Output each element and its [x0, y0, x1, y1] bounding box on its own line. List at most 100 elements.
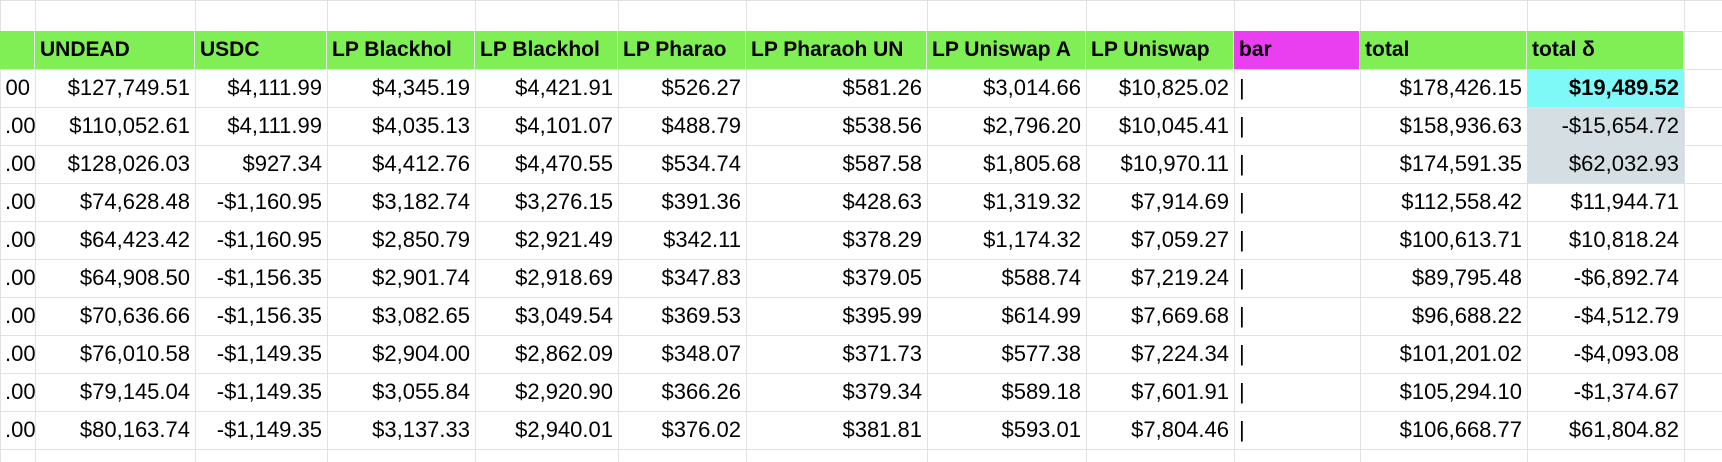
cell-lp-uniswap-a[interactable]: $1,805.68	[983, 151, 1081, 176]
cell-lp-pharaoh-1[interactable]: $391.36	[661, 189, 741, 214]
cell-lp-blackhole-2[interactable]: $3,276.15	[515, 189, 613, 214]
cell-rowstub[interactable]: .00	[5, 113, 35, 138]
cell-lp-uniswap-a[interactable]: $1,319.32	[983, 189, 1081, 214]
cell-rowstub[interactable]: .00	[5, 303, 35, 328]
cell-total-delta[interactable]: -$4,512.79	[1573, 303, 1679, 328]
cell-lp-uniswap[interactable]: $7,059.27	[1131, 227, 1229, 252]
cell-lp-blackhole-2[interactable]: $2,862.09	[515, 341, 613, 366]
cell-partial-row[interactable]	[618, 449, 746, 462]
cell-lp-pharaoh-1[interactable]: $369.53	[661, 303, 741, 328]
cell-usdc[interactable]: -$1,149.35	[216, 417, 322, 442]
cell-total[interactable]: $101,201.02	[1399, 341, 1522, 366]
cell-total[interactable]: $100,613.71	[1399, 227, 1522, 252]
cell-lp-blackhole-1[interactable]: $3,082.65	[372, 303, 470, 328]
cell-lp-pharaoh-1[interactable]: $348.07	[661, 341, 741, 366]
cell-undead[interactable]: $70,636.66	[79, 303, 190, 328]
cell-total-delta[interactable]: $19,489.52	[1527, 69, 1684, 107]
cell-lp-uniswap[interactable]: $7,224.34	[1131, 341, 1229, 366]
cell-lp-blackhole-2[interactable]: $2,921.49	[515, 227, 613, 252]
cell-lp-uniswap-a[interactable]: $577.38	[1001, 341, 1081, 366]
cell-lp-pharaoh-un[interactable]: $379.34	[842, 379, 922, 404]
cell-total-delta[interactable]: -$4,093.08	[1573, 341, 1679, 366]
cell-rowstub[interactable]: 00	[5, 75, 30, 100]
header-cell-lp-blackhole-2[interactable]: LP Blackhol	[475, 31, 618, 69]
cell-bar[interactable]: |	[1239, 189, 1245, 214]
cell-total-delta[interactable]: $10,818.24	[1568, 227, 1679, 252]
cell-bar[interactable]: |	[1239, 303, 1245, 328]
cell-lp-blackhole-1[interactable]: $4,412.76	[372, 151, 470, 176]
cell-lp-uniswap[interactable]: $7,601.91	[1131, 379, 1229, 404]
cell-lp-pharaoh-1[interactable]: $534.74	[661, 151, 741, 176]
cell-rowstub[interactable]: .00	[5, 417, 35, 442]
cell-partial-row[interactable]	[0, 449, 35, 462]
cell-lp-uniswap[interactable]: $10,045.41	[1118, 113, 1229, 138]
cell-lp-pharaoh-1[interactable]: $488.79	[661, 113, 741, 138]
cell-partial-row[interactable]	[195, 449, 327, 462]
cell-lp-uniswap[interactable]: $10,825.02	[1118, 75, 1229, 100]
cell-lp-uniswap-a[interactable]: $1,174.32	[983, 227, 1081, 252]
cell-bar[interactable]: |	[1239, 341, 1245, 366]
cell-total-delta[interactable]: -$6,892.74	[1573, 265, 1679, 290]
cell-lp-blackhole-1[interactable]: $3,137.33	[372, 417, 470, 442]
cell-lp-blackhole-2[interactable]: $4,470.55	[515, 151, 613, 176]
cell-lp-uniswap-a[interactable]: $588.74	[1001, 265, 1081, 290]
cell-total[interactable]: $112,558.42	[1401, 189, 1522, 214]
cell-partial-row[interactable]	[927, 449, 1086, 462]
cell-lp-uniswap[interactable]: $7,804.46	[1131, 417, 1229, 442]
cell-usdc[interactable]: -$1,156.35	[216, 303, 322, 328]
cell-undead[interactable]: $74,628.48	[79, 189, 190, 214]
cell-partial-row[interactable]	[1234, 449, 1360, 462]
cell-total-delta[interactable]: $62,032.93	[1527, 145, 1684, 183]
cell-bar[interactable]: |	[1239, 151, 1245, 176]
cell-usdc[interactable]: -$1,149.35	[216, 341, 322, 366]
cell-usdc[interactable]: -$1,149.35	[216, 379, 322, 404]
cell-undead[interactable]: $80,163.74	[79, 417, 190, 442]
cell-partial-row[interactable]	[746, 449, 927, 462]
cell-rowstub[interactable]: .00	[5, 341, 35, 366]
cell-usdc[interactable]: $4,111.99	[227, 75, 322, 100]
cell-total[interactable]: $178,426.15	[1399, 75, 1522, 100]
cell-usdc[interactable]: $4,111.99	[227, 113, 322, 138]
cell-lp-blackhole-1[interactable]: $4,035.13	[372, 113, 470, 138]
cell-lp-blackhole-1[interactable]: $2,904.00	[372, 341, 470, 366]
header-cell-usdc[interactable]: USDC	[195, 31, 327, 69]
cell-usdc[interactable]: -$1,156.35	[216, 265, 322, 290]
cell-total-delta[interactable]: $61,804.82	[1568, 417, 1679, 442]
cell-lp-uniswap-a[interactable]: $2,796.20	[983, 113, 1081, 138]
cell-total[interactable]: $96,688.22	[1411, 303, 1522, 328]
cell-undead[interactable]: $76,010.58	[79, 341, 190, 366]
cell-lp-uniswap[interactable]: $7,669.68	[1131, 303, 1229, 328]
cell-lp-uniswap-a[interactable]: $3,014.66	[983, 75, 1081, 100]
cell-rowstub[interactable]: .00	[5, 227, 35, 252]
cell-bar[interactable]: |	[1239, 417, 1245, 442]
cell-rowstub[interactable]: .00	[5, 189, 35, 214]
cell-rowstub[interactable]: .00	[5, 379, 35, 404]
cell-total-delta[interactable]: -$1,374.67	[1573, 379, 1679, 404]
cell-total-delta[interactable]: -$15,654.72	[1527, 107, 1684, 145]
cell-lp-blackhole-1[interactable]: $2,901.74	[372, 265, 470, 290]
cell-lp-pharaoh-un[interactable]: $538.56	[842, 113, 922, 138]
header-cell-bar[interactable]: bar	[1234, 31, 1360, 69]
cell-partial-row[interactable]	[1086, 449, 1234, 462]
cell-lp-pharaoh-un[interactable]: $581.26	[842, 75, 922, 100]
header-cell-lp-uniswap[interactable]: LP Uniswap	[1086, 31, 1234, 69]
cell-lp-pharaoh-1[interactable]: $366.26	[661, 379, 741, 404]
cell-lp-pharaoh-un[interactable]: $371.73	[842, 341, 922, 366]
cell-partial-row[interactable]	[1360, 449, 1527, 462]
cell-total[interactable]: $174,591.35	[1399, 151, 1522, 176]
cell-lp-pharaoh-un[interactable]: $381.81	[842, 417, 922, 442]
cell-lp-blackhole-2[interactable]: $3,049.54	[515, 303, 613, 328]
cell-partial-row[interactable]	[327, 449, 475, 462]
cell-lp-blackhole-2[interactable]: $2,920.90	[515, 379, 613, 404]
cell-lp-blackhole-1[interactable]: $3,182.74	[372, 189, 470, 214]
cell-lp-blackhole-2[interactable]: $4,421.91	[515, 75, 613, 100]
header-cell-lp-pharaoh-un[interactable]: LP Pharaoh UN	[746, 31, 927, 69]
cell-undead[interactable]: $79,145.04	[79, 379, 190, 404]
header-cell-lp-uniswap-a[interactable]: LP Uniswap A	[927, 31, 1086, 69]
cell-bar[interactable]: |	[1239, 379, 1245, 404]
cell-lp-uniswap-a[interactable]: $589.18	[1001, 379, 1081, 404]
cell-lp-blackhole-1[interactable]: $2,850.79	[372, 227, 470, 252]
cell-total[interactable]: $89,795.48	[1411, 265, 1522, 290]
cell-lp-uniswap[interactable]: $7,219.24	[1131, 265, 1229, 290]
header-cell-lp-pharaoh-1[interactable]: LP Pharao	[618, 31, 746, 69]
